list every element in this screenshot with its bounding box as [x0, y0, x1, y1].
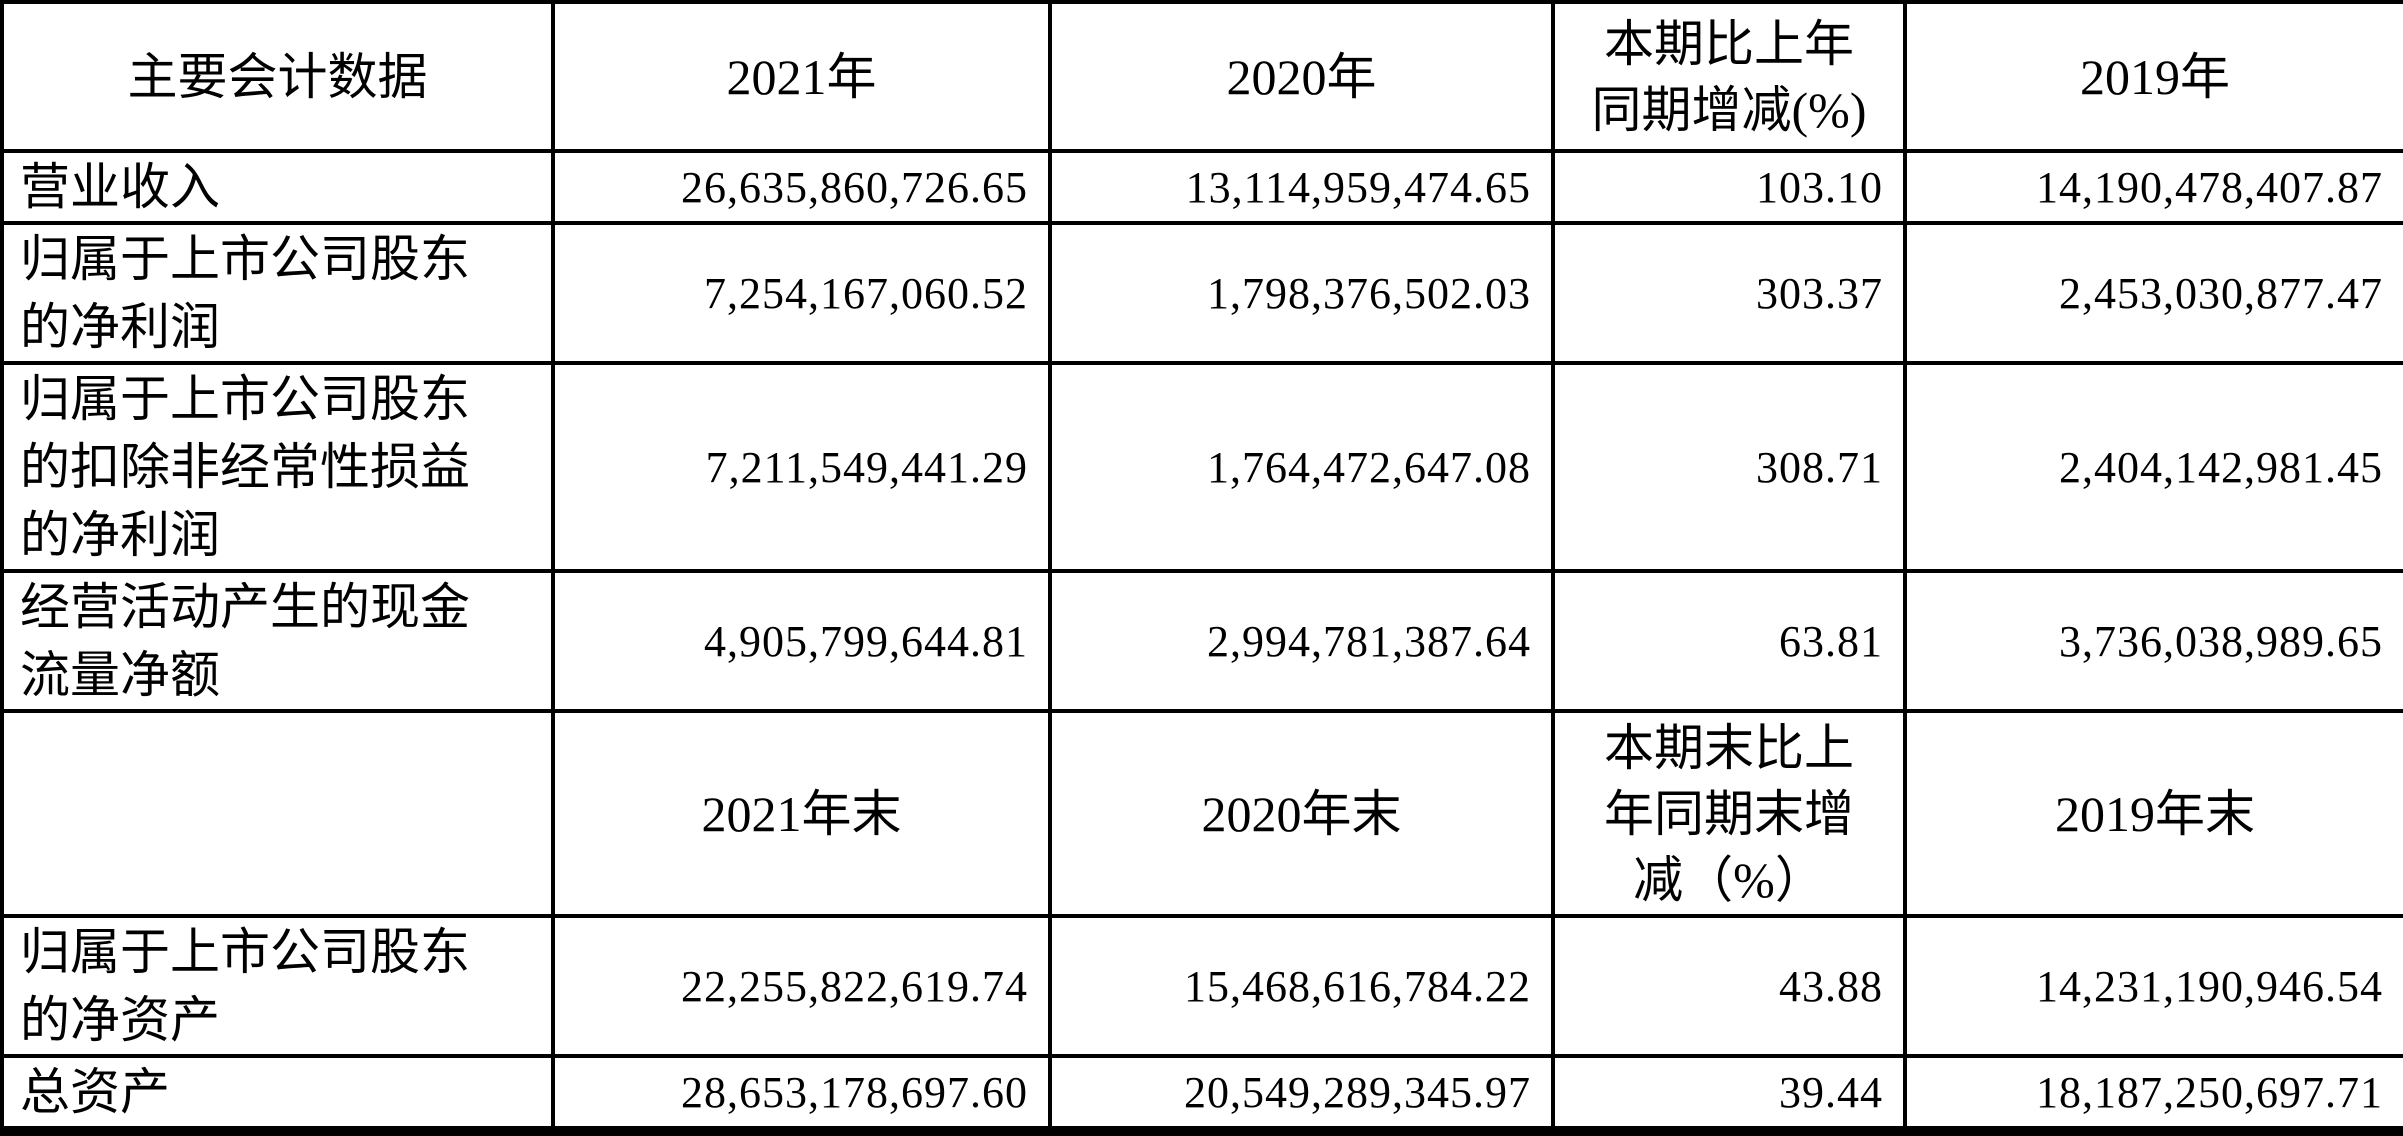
value-cell-2020: 13,114,959,474.65	[1048, 149, 1555, 225]
value-cell-2020: 2,994,781,387.64	[1048, 569, 1555, 713]
header-cell-yoy-change: 本期比上年 同期增减(%)	[1551, 0, 1907, 153]
table-row-operating-cash-flow: 经营活动产生的现金 流量净额 4,905,799,644.81 2,994,78…	[0, 569, 2403, 713]
value-cell-2020: 1,798,376,502.03	[1048, 221, 1555, 365]
row-label-cell: 总资产	[0, 1054, 555, 1136]
value-cell-change: 43.88	[1551, 914, 1907, 1058]
table-row-net-profit-attributable: 归属于上市公司股东 的净利润 7,254,167,060.52 1,798,37…	[0, 221, 2403, 365]
row-label-cell: 归属于上市公司股东 的净利润	[0, 221, 555, 365]
header-cell-period-end-change: 本期末比上 年同期末增 减（%）	[1551, 709, 1907, 918]
table-row-net-assets-attributable: 归属于上市公司股东 的净资产 22,255,822,619.74 15,468,…	[0, 914, 2403, 1058]
table-row-operating-revenue: 营业收入 26,635,860,726.65 13,114,959,474.65…	[0, 149, 2403, 225]
value-cell-change: 103.10	[1551, 149, 1907, 225]
bottom-rule	[0, 1128, 2403, 1130]
value-cell-2019: 2,453,030,877.47	[1903, 221, 2403, 365]
row-label-cell: 归属于上市公司股东 的扣除非经常性损益 的净利润	[0, 361, 555, 573]
value-cell-2020: 15,468,616,784.22	[1048, 914, 1555, 1058]
value-cell-2021: 28,653,178,697.60	[551, 1054, 1052, 1136]
header-cell-2021: 2021年	[551, 0, 1052, 153]
table-header-row-period-end: 2021年末 2020年末 本期末比上 年同期末增 减（%） 2019年末	[0, 709, 2403, 918]
value-cell-2020: 20,549,289,345.97	[1048, 1054, 1555, 1136]
value-cell-2021: 4,905,799,644.81	[551, 569, 1052, 713]
table-row-net-profit-excl-nonrecurring: 归属于上市公司股东 的扣除非经常性损益 的净利润 7,211,549,441.2…	[0, 361, 2403, 573]
table-row-total-assets: 总资产 28,653,178,697.60 20,549,289,345.97 …	[0, 1054, 2403, 1136]
header-cell-2020: 2020年	[1048, 0, 1555, 153]
value-cell-2021: 22,255,822,619.74	[551, 914, 1052, 1058]
value-cell-change: 63.81	[1551, 569, 1907, 713]
value-cell-2019: 14,231,190,946.54	[1903, 914, 2403, 1058]
header-cell-blank	[0, 709, 555, 918]
header-cell-2019-end: 2019年末	[1903, 709, 2403, 918]
header-cell-main-indicator: 主要会计数据	[0, 0, 555, 153]
value-cell-change: 303.37	[1551, 221, 1907, 365]
value-cell-change: 39.44	[1551, 1054, 1907, 1136]
table-header-row-period: 主要会计数据 2021年 2020年 本期比上年 同期增减(%) 2019年	[0, 0, 2403, 153]
value-cell-2019: 14,190,478,407.87	[1903, 149, 2403, 225]
value-cell-2019: 18,187,250,697.71	[1903, 1054, 2403, 1136]
value-cell-2019: 2,404,142,981.45	[1903, 361, 2403, 573]
value-cell-change: 308.71	[1551, 361, 1907, 573]
value-cell-2020: 1,764,472,647.08	[1048, 361, 1555, 573]
row-label-cell: 营业收入	[0, 149, 555, 225]
value-cell-2021: 7,211,549,441.29	[551, 361, 1052, 573]
row-label-cell: 归属于上市公司股东 的净资产	[0, 914, 555, 1058]
row-label-cell: 经营活动产生的现金 流量净额	[0, 569, 555, 713]
header-cell-2019: 2019年	[1903, 0, 2403, 153]
value-cell-2021: 7,254,167,060.52	[551, 221, 1052, 365]
header-cell-2020-end: 2020年末	[1048, 709, 1555, 918]
value-cell-2019: 3,736,038,989.65	[1903, 569, 2403, 713]
header-cell-2021-end: 2021年末	[551, 709, 1052, 918]
value-cell-2021: 26,635,860,726.65	[551, 149, 1052, 225]
